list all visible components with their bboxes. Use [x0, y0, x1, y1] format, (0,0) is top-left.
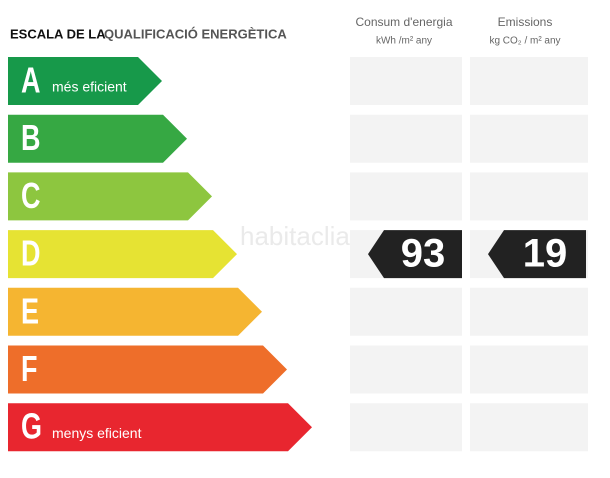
cell	[350, 57, 462, 105]
cell	[470, 114, 588, 163]
rating-badge	[368, 230, 462, 279]
rating-badge	[488, 230, 586, 279]
cell	[350, 287, 462, 336]
cell	[470, 287, 588, 336]
title-part2: QUALIFICACIÓ ENERGÈTICA	[104, 26, 287, 41]
rating-value: 19	[523, 232, 568, 276]
cell	[470, 345, 588, 394]
column-title: Consum d'energia	[355, 15, 452, 29]
grade-label: menys eficient	[52, 425, 142, 441]
grade-letter: D	[21, 233, 40, 274]
grade-arrow	[8, 287, 262, 336]
grade-letter: G	[21, 406, 42, 447]
column-unit: kWh /m² any	[376, 36, 432, 47]
watermark: habitaclia	[240, 221, 350, 251]
cell	[470, 172, 588, 221]
cell	[350, 114, 462, 163]
grade-arrow	[8, 403, 312, 452]
grade-arrow	[8, 114, 187, 163]
cell	[350, 403, 462, 452]
grade-letter: A	[21, 60, 41, 101]
column-unit: kg CO₂ / m² any	[489, 36, 560, 47]
grade-letter: B	[21, 117, 40, 158]
column-title: Emissions	[498, 15, 553, 29]
cell	[470, 403, 588, 452]
grade-arrow	[8, 345, 287, 394]
grade-arrow	[8, 172, 212, 221]
title-part1: ESCALA DE LA	[10, 26, 106, 41]
cell	[470, 57, 588, 105]
rating-value: 93	[401, 232, 446, 276]
grade-letter: C	[21, 175, 41, 216]
grade-letter: F	[21, 348, 37, 389]
cell	[350, 345, 462, 394]
grade-arrow	[8, 230, 237, 279]
grade-arrow	[8, 57, 162, 105]
cell	[350, 172, 462, 221]
grade-label: més eficient	[52, 79, 127, 95]
grade-letter: E	[21, 291, 39, 332]
